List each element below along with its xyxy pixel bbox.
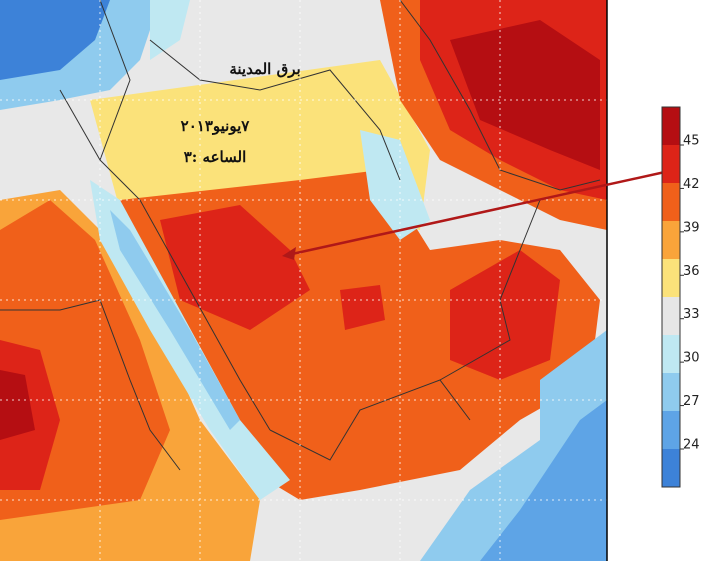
colorbar-band (662, 411, 680, 450)
time-label: الساعه :٣ (184, 148, 247, 166)
arrow-head (282, 247, 296, 260)
colorbar-tick-label: 24 (683, 438, 700, 453)
colorbar-band (662, 335, 680, 374)
colorbar-tick-label: 30 (683, 351, 700, 366)
colorbar-tick-label: 33 (683, 307, 700, 322)
colorbar-tick-label: 27 (683, 394, 700, 409)
colorbar-band (662, 107, 680, 146)
arrow (291, 170, 666, 256)
colorbar-tick-label: 42 (683, 177, 700, 192)
colorbar-frame (661, 106, 681, 488)
colorbar-band (662, 297, 680, 336)
colorbar-tick-label: 39 (683, 220, 700, 235)
date-label: ٧يونيو٢٠١٣ (181, 117, 251, 135)
colorbar-band (662, 259, 680, 298)
colorbar-tick-label: 36 (683, 264, 700, 279)
colorbar-tick-label: 45 (683, 134, 700, 149)
temperature-map (0, 0, 607, 561)
colorbar: 45 42 39 36 33 30 27 24 (661, 106, 700, 488)
colorbar-band (662, 373, 680, 412)
colorbar-band (662, 183, 680, 222)
colorbar-band (662, 449, 680, 488)
colorbar-band (662, 145, 680, 184)
colorbar-band (662, 221, 680, 260)
map-title: برق المدينة (229, 60, 300, 78)
